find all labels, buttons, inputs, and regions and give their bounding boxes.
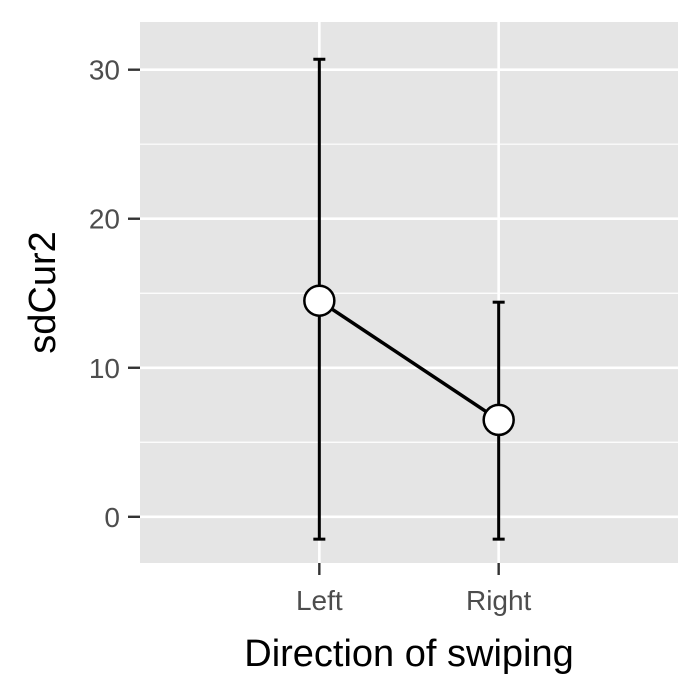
minor-gridlines — [140, 143, 678, 443]
x-tick-label: Right — [466, 585, 532, 616]
x-axis: Left Right — [296, 563, 532, 616]
y-tick-label: 10 — [89, 353, 120, 384]
y-tick-label: 30 — [89, 55, 120, 86]
y-tick-label: 20 — [89, 204, 120, 235]
data-points — [303, 284, 515, 437]
y-axis-title: sdCur2 — [22, 231, 64, 354]
y-axis: 0 10 20 30 — [89, 55, 140, 533]
series-line-group — [318, 299, 500, 422]
data-point — [303, 284, 336, 317]
y-tick-label: 0 — [104, 502, 120, 533]
series-line — [318, 299, 500, 422]
x-tick-label: Left — [296, 585, 343, 616]
x-axis-title: Direction of swiping — [244, 633, 573, 675]
data-point — [482, 403, 515, 437]
plot-panel — [140, 22, 678, 563]
